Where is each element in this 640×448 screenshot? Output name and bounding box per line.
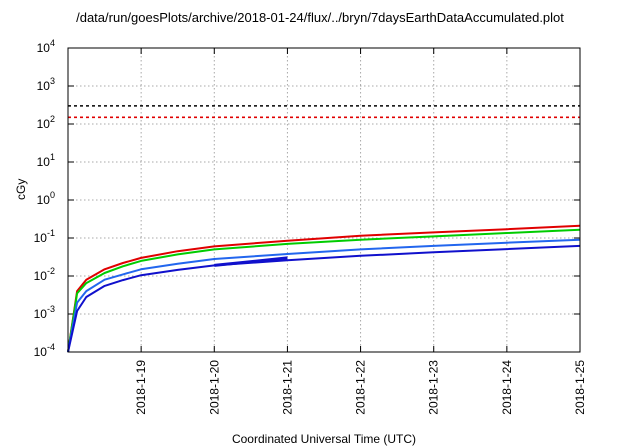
y-tick-label: 10-2 <box>34 266 55 283</box>
series-line <box>67 228 581 353</box>
x-axis-label: Coordinated Universal Time (UTC) <box>231 432 417 446</box>
x-tick-label: 2018-1-23 <box>427 360 441 415</box>
y-tick-label: 103 <box>37 76 55 93</box>
y-tick-label: 100 <box>37 190 55 207</box>
x-tick-label: 2018-1-20 <box>207 360 221 415</box>
y-tick-label: 104 <box>37 38 55 55</box>
series-line <box>67 244 581 353</box>
x-tick-label: 2018-1-25 <box>573 360 587 415</box>
series-line <box>67 238 581 353</box>
y-tick-label: 102 <box>37 114 55 131</box>
series-line <box>214 256 288 267</box>
y-tick-label: 101 <box>37 152 55 169</box>
x-tick-label: 2018-1-21 <box>280 360 294 415</box>
series-line <box>67 224 581 353</box>
y-tick-label: 10-4 <box>34 342 55 359</box>
x-tick-label: 2018-1-24 <box>500 360 514 415</box>
x-tick-label: 2018-1-19 <box>134 360 148 415</box>
y-tick-label: 10-3 <box>34 304 55 321</box>
x-tick-label: 2018-1-22 <box>354 360 368 415</box>
plot-frame <box>67 47 581 353</box>
y-tick-label: 10-1 <box>34 228 55 245</box>
chart-title: /data/run/goesPlots/archive/2018-01-24/f… <box>76 10 564 25</box>
